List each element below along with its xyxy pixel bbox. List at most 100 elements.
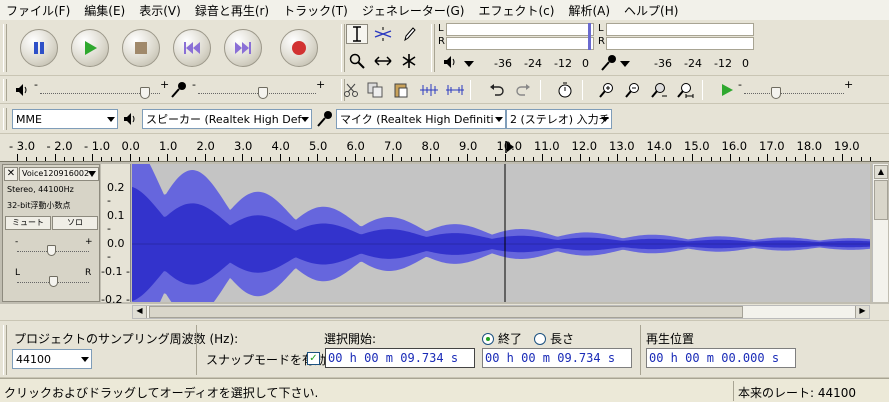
skip-end-button[interactable]: [224, 29, 262, 67]
toolbar-grip[interactable]: [3, 108, 7, 130]
status-message: クリックおよびドラッグしてオーディオを選択して下さい.: [4, 386, 319, 400]
paste-icon: [394, 83, 408, 98]
menu-view[interactable]: 表示(V): [139, 3, 181, 18]
length-radio[interactable]: [534, 332, 547, 345]
menu-tracks[interactable]: トラック(T): [283, 3, 348, 18]
input-channels-select[interactable]: 2 (ステレオ) 入力チ: [506, 109, 612, 129]
selection-start-time[interactable]: 00 h 00 m 09.734 s: [325, 348, 475, 368]
stop-button[interactable]: [122, 29, 160, 67]
play-button[interactable]: [71, 29, 109, 67]
record-volume-track[interactable]: [198, 93, 316, 94]
play-speed-track[interactable]: [744, 93, 844, 94]
waveform-area[interactable]: [132, 164, 870, 302]
ruler-minor-tick: [382, 157, 384, 161]
toolbar-grip[interactable]: [3, 79, 7, 101]
play-meter-menu[interactable]: [462, 56, 476, 70]
redo-button[interactable]: [512, 80, 534, 100]
transport-toolbar: [0, 20, 338, 76]
track-name-menu[interactable]: Voice120916002: [19, 167, 99, 181]
input-device-select[interactable]: マイク (Realtek High Definiti: [336, 109, 506, 129]
timeline-ruler[interactable]: - 3.0 - 2.0 - 1.0 0.0 1.0 2.0 3.0 4.0 5.0 6.0 7.0 8…: [0, 134, 889, 162]
menu-file[interactable]: ファイル(F): [6, 3, 71, 18]
menu-analyze[interactable]: 解析(A): [568, 3, 611, 18]
menu-help[interactable]: ヘルプ(H): [624, 3, 679, 18]
toolbar-grip[interactable]: [341, 79, 345, 101]
copy-button[interactable]: [364, 80, 386, 100]
project-rate-select[interactable]: 44100: [12, 349, 92, 369]
gain-minus-label: -: [15, 237, 19, 247]
skip-start-button[interactable]: [173, 29, 211, 67]
ruler-minor-tick: [560, 157, 562, 161]
trim-button[interactable]: [418, 80, 440, 100]
snap-mode-checkbox[interactable]: ✓: [307, 352, 320, 365]
draw-tool-button[interactable]: [398, 24, 420, 44]
host-select[interactable]: MME: [12, 109, 118, 129]
track-name: Voice120916002: [22, 169, 90, 178]
scroll-right-button[interactable]: ▶: [855, 306, 869, 318]
silence-button[interactable]: [444, 80, 466, 100]
menu-transport[interactable]: 録音と再生(r): [194, 3, 270, 18]
ruler-major-tick: [17, 154, 18, 161]
track-control-panel: ✕ Voice120916002 Stereo, 44100Hz 32-bit浮…: [2, 164, 100, 302]
sync-lock-button[interactable]: [554, 80, 576, 100]
scroll-left-button[interactable]: ◀: [133, 306, 147, 318]
playback-volume-track[interactable]: [40, 93, 160, 94]
audio-position-time[interactable]: 00 h 00 m 00.000 s: [646, 348, 796, 368]
selection-end-time[interactable]: 00 h 00 m 09.734 s: [482, 348, 632, 368]
ruler-tick-label: 17.0: [759, 139, 785, 153]
ruler-minor-tick: [110, 157, 112, 161]
zoom-in-button[interactable]: [596, 80, 618, 100]
multi-tool-button[interactable]: [398, 51, 420, 71]
solo-button[interactable]: ソロ: [52, 216, 98, 230]
scroll-thumb[interactable]: [874, 180, 888, 220]
undo-button[interactable]: [486, 80, 508, 100]
menu-generate[interactable]: ジェネレーター(G): [361, 3, 465, 18]
toolbar-grip[interactable]: [3, 24, 7, 72]
menu-edit[interactable]: 編集(E): [84, 3, 126, 18]
record-volume-slider[interactable]: [258, 87, 268, 99]
toolbar-grip[interactable]: [3, 325, 7, 375]
ruler-minor-tick: [748, 157, 750, 161]
horizontal-scrollbar[interactable]: ◀ ▶: [132, 305, 870, 319]
selection-tool-button[interactable]: [346, 24, 368, 44]
toolbar-grip[interactable]: [431, 24, 435, 72]
fit-project-button[interactable]: [674, 80, 696, 100]
play-at-speed-button[interactable]: [716, 80, 738, 100]
ruler-major-tick: [467, 154, 468, 161]
close-track-button[interactable]: ✕: [4, 167, 18, 181]
envelope-tool-button[interactable]: [372, 24, 394, 44]
ruler-minor-tick: [251, 157, 253, 161]
track-format: Stereo, 44100Hz: [7, 185, 74, 194]
ruler-tick-label: 2.0: [196, 139, 215, 153]
end-radio[interactable]: [482, 332, 494, 345]
timeshift-tool-button[interactable]: [372, 51, 394, 71]
ruler-minor-tick: [120, 157, 122, 161]
record-button[interactable]: [280, 29, 318, 67]
zoom-tool-button[interactable]: [346, 51, 368, 71]
pan-slider[interactable]: [49, 276, 58, 287]
play-speed-slider[interactable]: [771, 87, 781, 99]
record-meter-menu[interactable]: [618, 56, 632, 70]
vertical-scrollbar[interactable]: ▲: [872, 164, 888, 302]
selection-toolbar: プロジェクトのサンプリング周波数 (Hz): 44100 選択開始: スナップモ…: [0, 320, 889, 378]
project-rate-value: 44100: [16, 352, 51, 366]
gain-slider[interactable]: [47, 245, 56, 256]
pause-button[interactable]: [20, 29, 58, 67]
project-rate-label: プロジェクトのサンプリング周波数 (Hz):: [14, 332, 239, 346]
horizontal-scroll-thumb[interactable]: [149, 306, 743, 318]
output-device-select[interactable]: スピーカー (Realtek High Def: [142, 109, 312, 129]
mute-button[interactable]: ミュート: [5, 216, 51, 230]
record-scale-label: -36: [654, 57, 672, 70]
playback-volume-slider[interactable]: [140, 87, 150, 99]
ruler-minor-tick: [551, 157, 553, 161]
toolbar-grip[interactable]: [341, 24, 345, 72]
selection-start-label: 選択開始:: [324, 332, 377, 346]
cut-button[interactable]: [340, 80, 362, 100]
scroll-up-button[interactable]: ▲: [874, 165, 888, 179]
menu-effect[interactable]: エフェクト(c): [478, 3, 555, 18]
paste-button[interactable]: [390, 80, 412, 100]
fit-selection-button[interactable]: [648, 80, 670, 100]
record-meter-right-label: R: [598, 36, 605, 47]
zoom-out-button[interactable]: [622, 80, 644, 100]
ruler-minor-tick: [795, 157, 797, 161]
